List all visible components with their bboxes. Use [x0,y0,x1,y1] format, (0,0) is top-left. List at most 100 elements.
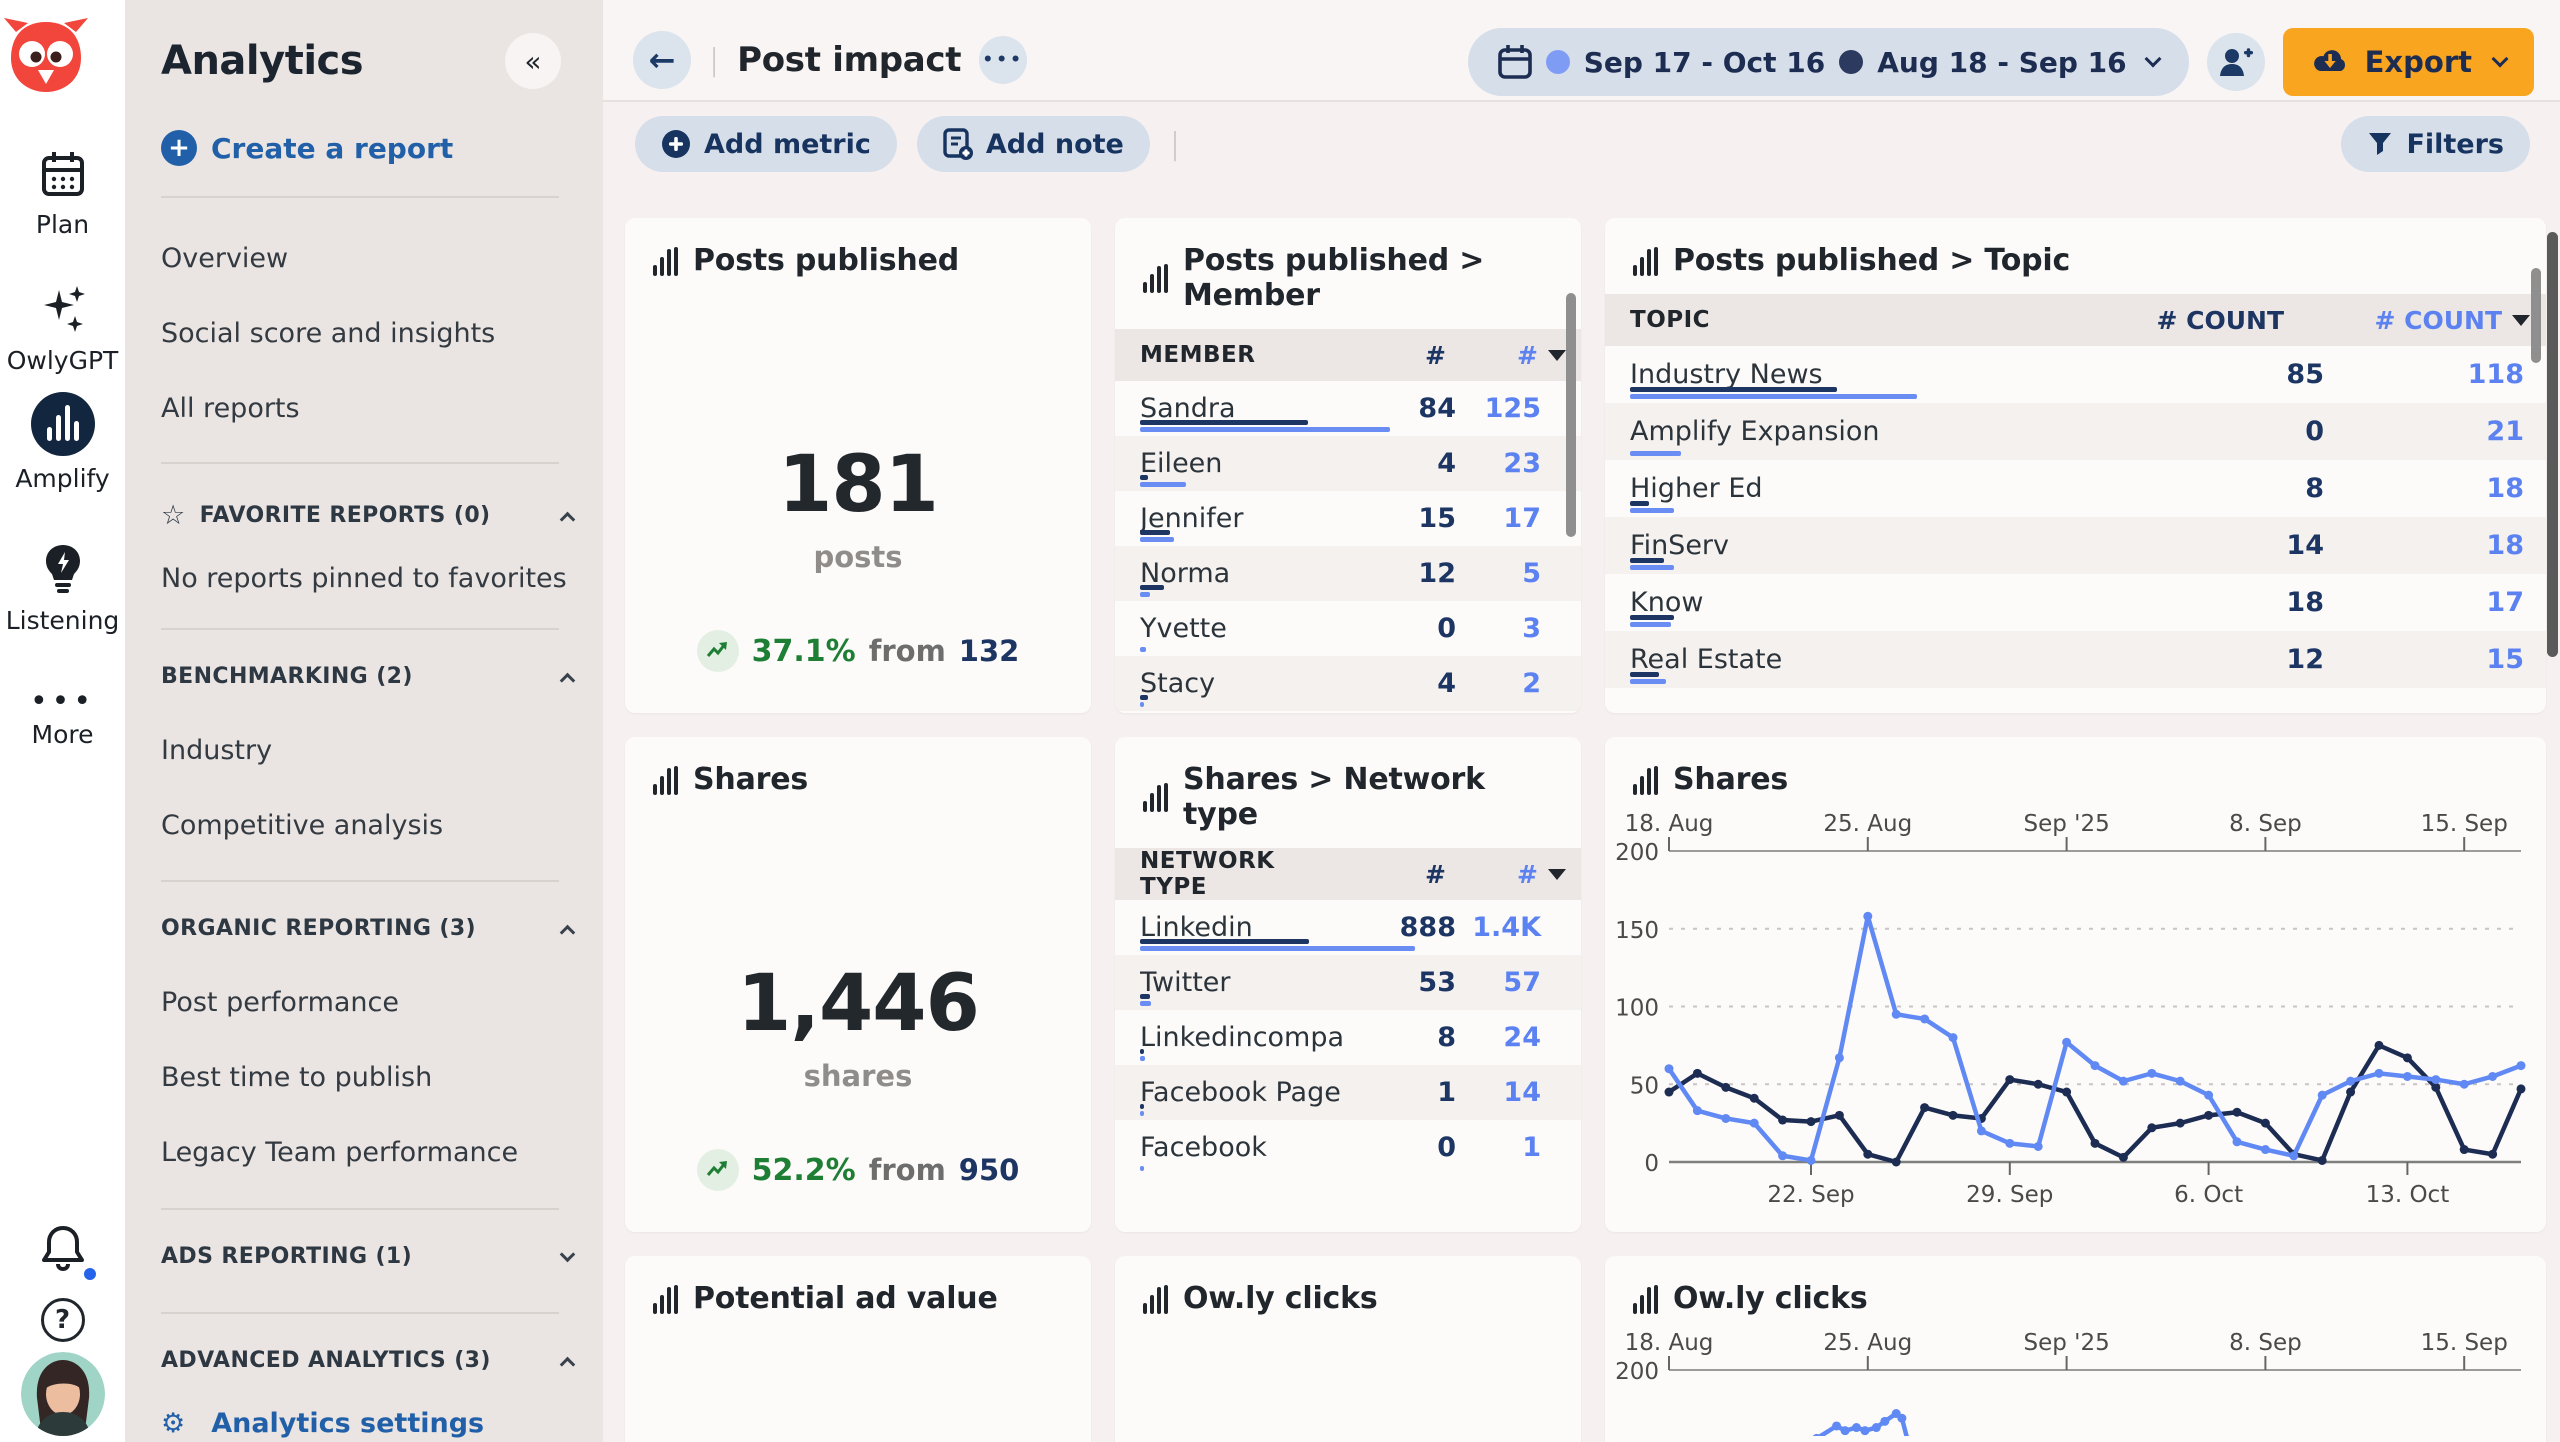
table-row[interactable]: Industry News 85 118 [1605,346,2546,403]
add-note-button[interactable]: Add note [916,116,1150,172]
section-benchmarking[interactable]: BENCHMARKING (2) [161,664,576,689]
table-row[interactable]: Twitter 53 57 [1115,955,1581,1010]
column-header-primary-sorted[interactable]: # [1446,341,1566,370]
user-menu[interactable] [0,1352,125,1440]
column-header-primary-sorted[interactable]: # COUNT [2284,306,2530,335]
user-avatar [20,1352,105,1436]
sidebar-item-all-reports[interactable]: All reports [161,392,300,424]
table-row[interactable]: Facebook Page 1 14 [1115,1065,1581,1120]
metric-value: 1,446 [737,959,980,1049]
rail-item-more[interactable]: ••• More [0,687,125,750]
owly-clicks-line-chart[interactable]: 18. Aug 25. Aug Sep '25 8. Sep 15. Sep 200 [1613,1322,2546,1436]
filters-button[interactable]: Filters [2341,116,2530,172]
sidebar-item-competitive-analysis[interactable]: Competitive analysis [161,809,444,841]
trend-percent: 37.1% [751,633,856,669]
chevron-up-icon [559,1356,576,1373]
table-scrollbar[interactable] [1566,293,1576,537]
analytics-settings-link[interactable]: ⚙ Analytics settings [161,1408,573,1439]
comparison-value: 18 [2286,587,2324,618]
table-row[interactable]: Higher Ed 8 18 [1605,460,2546,517]
notifications-button[interactable] [0,1224,125,1280]
table-row[interactable]: Real Estate 12 15 [1605,631,2546,688]
sidebar-item-overview[interactable]: Overview [161,242,289,274]
comparison-date-range: Aug 18 - Sep 16 [1877,45,2127,79]
column-header: TOPIC [1630,307,1711,333]
primary-value: 17 [1503,503,1541,534]
primary-value: 21 [2486,416,2524,447]
rail-label: OwlyGPT [6,346,119,375]
export-button[interactable]: Export [2282,28,2534,96]
table-row[interactable]: FinServ 14 18 [1605,517,2546,574]
rail-item-listening[interactable]: Listening [0,542,125,635]
metric-icon [1633,246,1658,276]
owl-icon [4,18,88,92]
table-row[interactable]: Norma 12 5 [1115,546,1581,601]
help-icon: ? [40,1298,85,1342]
chevron-up-icon [559,924,576,941]
column-header-primary-sorted[interactable]: # [1446,860,1566,889]
rail-item-amplify[interactable]: Amplify [0,392,125,493]
svg-text:15. Sep: 15. Sep [2421,811,2508,837]
trend-up-icon [696,630,739,672]
table-row[interactable]: Jennifer 15 17 [1115,491,1581,546]
help-button[interactable]: ? [0,1298,125,1342]
table-row[interactable]: Know 18 17 [1605,574,2546,631]
row-label: FinServ [1630,530,1730,561]
rail-item-owlygpt[interactable]: OwlyGPT [0,282,125,375]
sidebar-collapse-button[interactable]: « [505,33,561,89]
card-title: Shares > Network type [1183,762,1485,832]
add-metric-button[interactable]: Add metric [635,116,897,172]
sort-desc-icon [1548,349,1566,361]
row-bars [1140,640,1146,652]
sidebar-item-legacy-team[interactable]: Legacy Team performance [161,1136,519,1168]
section-favorite-reports[interactable]: ☆ FAVORITE REPORTS (0) [161,500,576,531]
table-row[interactable]: Facebook 0 1 [1115,1120,1581,1175]
primary-value: 3 [1522,613,1541,644]
table-row[interactable]: Linkedincompany 8 24 [1115,1010,1581,1065]
table-scrollbar[interactable] [2531,268,2541,363]
table-row[interactable]: Eileen 4 23 [1115,436,1581,491]
report-menu-button[interactable]: ••• [979,36,1028,84]
table-row[interactable]: Yvette 0 3 [1115,601,1581,656]
trend-from-word: from [868,634,946,668]
section-advanced-analytics[interactable]: ADVANCED ANALYTICS (3) [161,1348,576,1373]
bell-icon [40,1224,86,1272]
analytics-sidebar: Analytics « + Create a report Overview S… [125,0,726,1442]
date-range-picker[interactable]: Sep 17 - Oct 16 Aug 18 - Sep 16 [1467,28,2189,96]
shares-line-chart[interactable]: 18. Aug 25. Aug Sep '25 8. Sep 15. Sep 22. Se… [1613,803,2546,1208]
sidebar-item-post-performance[interactable]: Post performance [161,986,399,1018]
column-header-comparison[interactable]: # [1425,859,1446,889]
favorites-empty-text: No reports pinned to favorites [161,562,567,594]
section-ads-reporting[interactable]: ADS REPORTING (1) [161,1244,576,1269]
table-row[interactable]: Amplify Expansion 0 21 [1605,403,2546,460]
row-label: Twitter [1140,967,1231,998]
ellipsis-icon: ••• [982,50,1024,70]
card-owly-clicks: Ow.ly clicks [1115,1256,1581,1442]
table-row[interactable]: Santiago21 [1115,711,1581,713]
card-potential-ad-value: Potential ad value [625,1256,1091,1442]
card-title: Posts published [693,243,960,278]
page-scrollbar[interactable] [2547,232,2558,657]
table-row[interactable]: Stacy 4 2 [1115,656,1581,711]
sidebar-item-social-score[interactable]: Social score and insights [161,317,496,349]
row-bars [1140,1159,1144,1171]
row-bars [1140,1104,1144,1116]
row-bars [1140,1049,1145,1061]
section-organic-reporting[interactable]: ORGANIC REPORTING (3) [161,916,576,941]
sidebar-item-industry[interactable]: Industry [161,734,273,766]
table-header: TOPIC # COUNT # COUNT [1605,294,2546,346]
create-report-link[interactable]: + Create a report [161,130,573,166]
table-row[interactable]: Sandra 84 125 [1115,381,1581,436]
card-posts-published: Posts published 181 posts 37.1% from 132 [625,218,1091,713]
rail-item-plan[interactable]: Plan [0,150,125,239]
add-user-icon [2219,48,2253,76]
metric-icon [1143,1284,1168,1314]
row-bars [1630,672,1667,684]
sidebar-item-best-time[interactable]: Best time to publish [161,1061,433,1093]
share-report-button[interactable] [2206,33,2265,91]
back-button[interactable]: ← [633,31,691,89]
hootsuite-logo[interactable] [0,12,125,98]
column-header-comparison[interactable]: # COUNT [2156,305,2284,335]
column-header-comparison[interactable]: # [1425,340,1446,370]
table-row[interactable]: Linkedin 888 1.4K [1115,900,1581,955]
